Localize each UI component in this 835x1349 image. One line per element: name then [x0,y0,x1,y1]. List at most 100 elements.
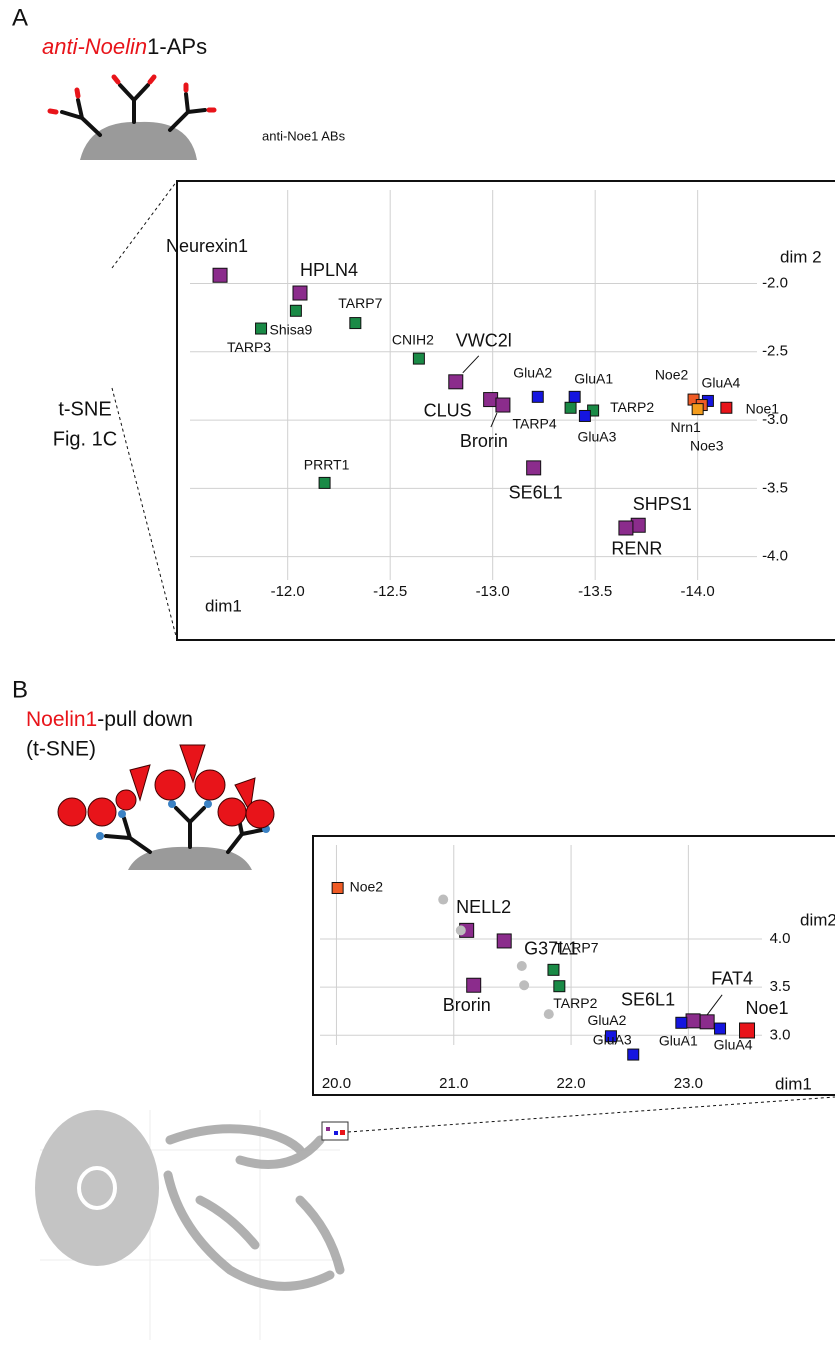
antibody-cartoon [47,74,217,160]
point [553,980,566,993]
panel-letter: B [12,676,28,703]
panel-subtitle: (t-SNE) [26,738,96,761]
point [448,374,464,390]
point [675,1016,688,1029]
point [292,285,308,301]
title-part: anti-Noelin [42,34,147,59]
y-tick-label: -3.5 [762,479,788,496]
point-label: RENR [611,539,662,559]
y-tick-label: -4.0 [762,548,788,565]
title-part: Noelin1 [26,708,97,731]
point [349,317,362,330]
point-label: GluA3 [577,429,616,445]
point [714,1022,727,1035]
y-axis-label: dim 2 [780,247,822,266]
side-label: Fig. 1C [53,428,117,450]
zoom-lines [111,180,178,641]
plot-frame [176,180,835,641]
y-tick-label: -2.0 [762,274,788,291]
title-part: 1-APs [147,34,207,59]
point [331,881,344,894]
plot-frame [312,835,835,1096]
point-label: Noe2 [655,366,689,382]
point-label: TARP7 [338,295,382,311]
point [255,322,268,335]
point [412,352,425,365]
point [543,1009,554,1020]
point [618,520,634,536]
point-label: PRRT1 [304,457,350,473]
point-label: SHPS1 [633,494,692,514]
point [318,476,331,489]
x-tick-label: -13.0 [476,583,510,600]
y-tick-label: -3.0 [762,411,788,428]
y-tick-label: 3.5 [770,978,791,995]
panel-title: Noelin1-pull down [26,708,193,731]
point-label: NELL2 [456,897,511,917]
point-label: Brorin [443,995,491,1015]
overview-map [35,1110,349,1340]
point-label: CNIH2 [392,331,434,347]
point-label: GluA3 [593,1031,632,1047]
point [526,460,542,476]
point [519,980,530,991]
point-label: GluA1 [574,371,613,387]
point-label: G37L1 [524,939,578,959]
point [466,977,482,993]
y-tick-label: 4.0 [770,930,791,947]
point-label: GluA1 [659,1032,698,1048]
panel-letter: A [12,4,28,31]
point-label: GluA4 [714,1036,753,1052]
point-label: HPLN4 [300,260,358,280]
point-label: TARP4 [513,415,557,431]
point [685,1013,701,1029]
point-label: Noe1 [746,400,780,416]
antibody-label: anti-Noe1 ABs [262,128,346,143]
point [496,933,512,949]
point [604,1030,617,1043]
leader-line [706,994,723,1016]
point-label: TARP2 [553,995,597,1011]
panel-title: anti-Noelin1-APs [42,34,207,59]
x-tick-label: -14.0 [681,583,715,600]
x-tick-label: 22.0 [556,1075,585,1092]
point-label: Noe3 [690,438,724,454]
point-label: Shisa9 [269,321,312,337]
point [289,304,302,317]
point [438,894,449,905]
point-label: Noe1 [746,998,789,1018]
point-label: VWC2l [456,331,512,351]
point-label: SE6L1 [621,990,675,1010]
point [516,960,527,971]
point-label: GluA2 [513,365,552,381]
point-label: CLUS [424,400,472,420]
x-axis-label: dim1 [205,596,242,615]
point [739,1022,756,1039]
point-label: TARP3 [227,339,271,355]
zoom-line [347,1096,835,1133]
point [699,1014,715,1030]
x-tick-label: 20.0 [322,1075,351,1092]
leader-line [490,412,498,428]
point [578,409,591,422]
point-label: SE6L1 [509,483,563,503]
x-axis-label: dim1 [775,1074,812,1093]
point [547,963,560,976]
point [627,1048,640,1061]
title-part: -pull down [97,708,193,731]
point [691,403,704,416]
x-tick-label: -12.5 [373,583,407,600]
pulldown-cartoon [57,744,275,870]
point-label: Noe2 [350,879,384,895]
point [495,397,511,413]
point [568,390,581,403]
point-label: GluA2 [587,1012,626,1028]
y-axis-label: dim2 [800,910,835,929]
x-tick-label: 21.0 [439,1075,468,1092]
x-tick-label: 23.0 [674,1075,703,1092]
y-tick-label: -2.5 [762,343,788,360]
y-tick-label: 3.0 [770,1026,791,1043]
point-label: Neurexin1 [166,236,248,256]
point [455,925,466,936]
point [531,390,544,403]
